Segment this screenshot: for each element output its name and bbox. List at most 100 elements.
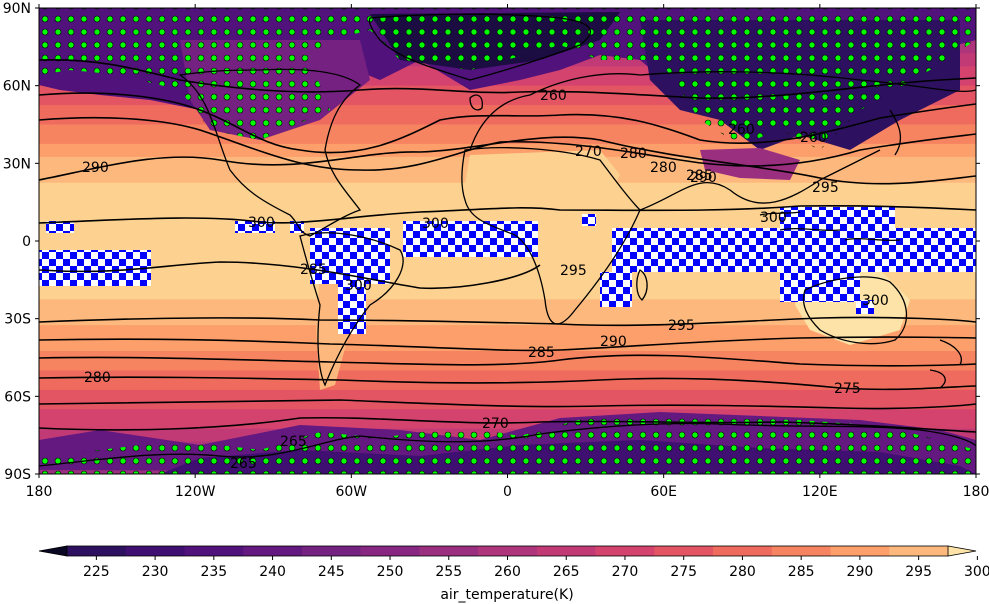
colorbar-segment (360, 546, 420, 556)
temperature-band (39, 325, 976, 333)
colorbar-segment (243, 546, 303, 556)
colorbar-tick-label: 230 (142, 564, 169, 580)
temperature-band (39, 79, 976, 87)
temperature-band (39, 312, 976, 320)
temperature-band (39, 396, 976, 404)
temperature-band (39, 344, 976, 352)
contour-label: 290 (82, 160, 109, 176)
y-tick-label: 90N (3, 1, 31, 17)
japan-coast (889, 109, 902, 156)
contour-label: 295 (668, 318, 695, 334)
africa-coast (461, 147, 641, 325)
temperature-band (39, 357, 976, 365)
x-tick-label: 60E (650, 484, 677, 500)
y-tick-label: 60S (4, 389, 31, 405)
temperature-band (39, 105, 976, 113)
temperature-band (39, 118, 976, 125)
eurasia-coast (469, 71, 976, 211)
colorbar-segment (830, 546, 890, 556)
temperature-band (39, 422, 976, 430)
contour-label: 260 (728, 122, 755, 138)
colorbar-tick-label: 300 (964, 564, 989, 580)
colorbar-tick-label: 245 (318, 564, 345, 580)
contour-labels: 290 300 300 300 295 300 290 285 280 280 … (82, 88, 889, 472)
temperature-band (39, 331, 976, 339)
temperature-band (39, 305, 976, 313)
contour-label: 260 (540, 88, 567, 104)
contour-label: 260 (800, 130, 827, 146)
temperature-band (39, 299, 976, 307)
x-tick-label: 180 (26, 484, 53, 500)
north-america-coast (178, 68, 362, 237)
colorbar-tick-label: 285 (788, 564, 815, 580)
y-tick-label: 30N (3, 156, 31, 172)
checker-overlay (39, 207, 976, 334)
temperature-band (39, 130, 976, 138)
temperature-band (39, 376, 976, 384)
contour-label: 270 (575, 144, 602, 160)
colorbar-segment (184, 546, 244, 556)
colorbar-tick-label: 270 (612, 564, 639, 580)
x-tick-label: 120E (802, 484, 838, 500)
indonesia-coast (759, 211, 901, 242)
contour-label: 285 (300, 262, 327, 278)
contour-label: 300 (248, 215, 275, 231)
x-tick-label: 120W (175, 484, 216, 500)
temperature-band (39, 286, 976, 294)
colorbar-tick-label: 255 (435, 564, 462, 580)
temperature-band (39, 389, 976, 397)
colorbar-tick-label: 275 (670, 564, 697, 580)
x-tick-label: 180 (963, 484, 989, 500)
x-axis: 180 120W 60W 0 60E 120E 180 (26, 4, 989, 500)
temperature-band (39, 253, 976, 261)
sahara-warm-region (465, 150, 620, 220)
colorbar-segment (713, 546, 773, 556)
contour-label: 280 (620, 146, 647, 162)
colorbar-segment (889, 546, 949, 556)
colorbar-tick-label: 235 (200, 564, 227, 580)
colorbar-segment (595, 546, 655, 556)
temperature-band (39, 351, 976, 358)
contour-label: 285 (686, 168, 713, 184)
temperature-band (39, 124, 976, 132)
colorbar-segment (301, 546, 361, 556)
colorbar-extend-max (947, 545, 977, 557)
map-plot: 290 300 300 300 295 300 290 285 280 280 … (39, 8, 976, 474)
temperature-band (39, 260, 976, 268)
x-tick-label: 60W (335, 484, 367, 500)
contour-label: 290 (600, 334, 627, 350)
colorbar: 225 230 235 240 245 250 255 260 265 270 275 280 285 2… (38, 545, 989, 580)
temperature-band (39, 215, 976, 223)
temperature-band (39, 383, 976, 391)
contour-label: 300 (345, 278, 372, 294)
contour-label: 270 (482, 416, 509, 432)
stipple-overlay (39, 8, 976, 474)
temperature-band (39, 363, 976, 371)
temperature-band (39, 85, 976, 93)
coastlines (39, 13, 976, 467)
colorbar-segment (419, 546, 479, 556)
colorbar-segment (67, 546, 127, 556)
colorbar-segment (125, 546, 185, 556)
colorbar-tick-label: 260 (494, 564, 521, 580)
antarctica-coast (39, 422, 976, 467)
temperature-band (39, 273, 976, 281)
colorbar-segment (654, 546, 714, 556)
south-america-coast (299, 232, 404, 387)
temperature-band (39, 137, 976, 145)
contour-label: 265 (230, 456, 257, 472)
contour-label: 295 (812, 180, 839, 196)
x-tick-label: 0 (503, 484, 512, 500)
colorbar-tick-label: 225 (83, 564, 110, 580)
contour-label: 295 (560, 263, 587, 279)
contour-label: 285 (528, 345, 555, 361)
contour-label: 275 (834, 381, 861, 397)
australia-coast (802, 276, 908, 345)
temperature-band (39, 428, 976, 436)
colorbar-tick-label: 250 (377, 564, 404, 580)
temperature-band (39, 338, 976, 346)
colorbar-label: air_temperature(K) (440, 587, 573, 603)
temperature-band (39, 279, 976, 287)
y-tick-label: 60N (3, 79, 31, 95)
contour-label: 300 (422, 216, 449, 232)
